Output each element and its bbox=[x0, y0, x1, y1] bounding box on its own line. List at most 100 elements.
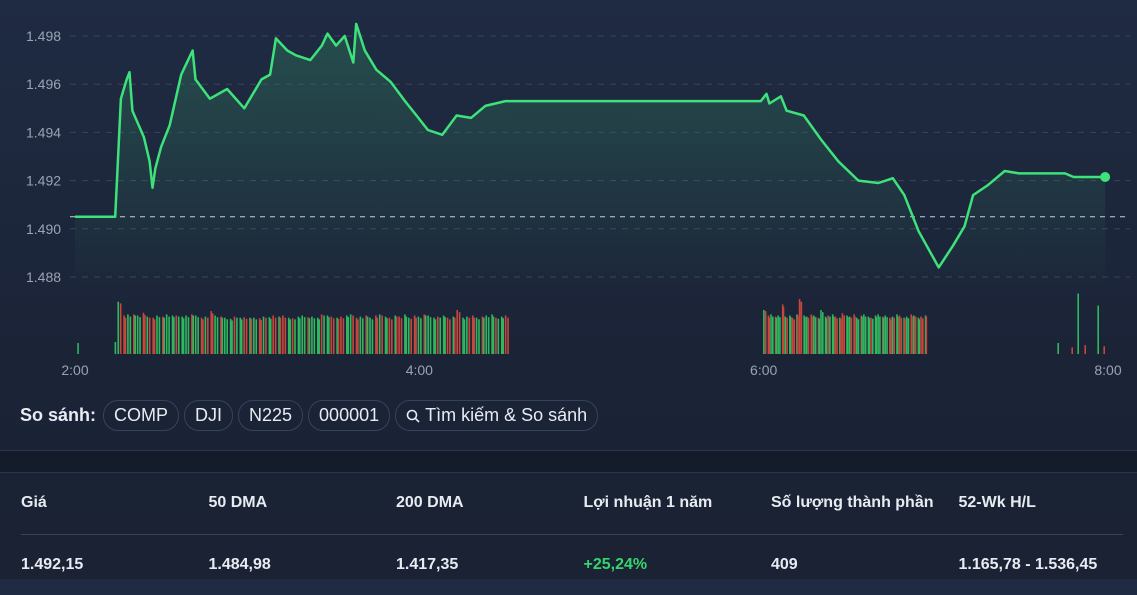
volume-bar bbox=[330, 317, 332, 354]
volume-bar bbox=[858, 319, 860, 354]
volume-bar bbox=[307, 317, 309, 354]
volume-bar bbox=[491, 314, 493, 354]
volume-bar bbox=[915, 317, 917, 354]
volume-bar bbox=[321, 314, 323, 354]
volume-bar bbox=[435, 319, 437, 354]
section-divider bbox=[0, 450, 1137, 473]
volume-bar bbox=[818, 319, 820, 354]
compare-chip-n225[interactable]: N225 bbox=[238, 400, 303, 431]
volume-bar bbox=[181, 317, 183, 354]
stat-value-constituents: 409 bbox=[771, 556, 959, 574]
volume-bar bbox=[472, 316, 474, 355]
volume-bar bbox=[493, 317, 495, 354]
volume-bar bbox=[292, 318, 294, 354]
volume-bar bbox=[1057, 343, 1059, 354]
y-tick-label: 1.496 bbox=[26, 76, 61, 92]
volume-bar bbox=[168, 317, 170, 354]
stats-table: Giá 50 DMA 200 DMA Lợi nhuận 1 năm Số lư… bbox=[21, 472, 1123, 595]
volume-bar bbox=[253, 318, 255, 354]
volume-bar bbox=[115, 342, 117, 354]
volume-bar bbox=[768, 318, 770, 354]
volume-bar bbox=[792, 318, 794, 354]
volume-bar bbox=[836, 318, 838, 354]
volume-bar bbox=[904, 319, 906, 354]
volume-bar bbox=[222, 318, 224, 354]
volume-bar bbox=[414, 316, 416, 355]
volume-bar bbox=[336, 318, 338, 354]
volume-bar bbox=[847, 317, 849, 354]
volume-bar bbox=[385, 317, 387, 354]
volume-bar bbox=[886, 317, 888, 354]
volume-bar bbox=[799, 299, 801, 354]
volume-bar bbox=[173, 317, 175, 354]
volume-bar bbox=[125, 318, 127, 354]
volume-bar bbox=[318, 319, 320, 354]
volume-bar bbox=[453, 317, 455, 354]
volume-bar bbox=[840, 319, 842, 354]
volume-bar bbox=[166, 314, 168, 354]
volume-bar bbox=[133, 314, 135, 354]
volume-bar bbox=[483, 318, 485, 354]
volume-bar bbox=[230, 319, 232, 354]
volume-bar bbox=[893, 318, 895, 354]
volume-bar bbox=[813, 316, 815, 355]
volume-bar bbox=[323, 316, 325, 355]
search-compare-label: Tìm kiếm & So sánh bbox=[425, 405, 587, 426]
volume-bar bbox=[425, 316, 427, 355]
volume-bar bbox=[808, 318, 810, 354]
volume-bar bbox=[476, 318, 478, 354]
stat-value-1y-return: +25,24% bbox=[584, 556, 772, 574]
volume-bar bbox=[239, 318, 241, 354]
stat-header-52wk: 52-Wk H/L bbox=[959, 494, 1137, 512]
price-area bbox=[75, 24, 1105, 285]
volume-bar bbox=[849, 317, 851, 354]
volume-bar bbox=[854, 317, 856, 354]
volume-bar bbox=[770, 314, 772, 354]
volume-bar bbox=[282, 316, 284, 355]
volume-bar bbox=[488, 317, 490, 354]
volume-bar bbox=[263, 317, 265, 354]
volume-bar bbox=[920, 317, 922, 354]
stat-header-200dma: 200 DMA bbox=[396, 494, 584, 512]
volume-bar bbox=[289, 319, 291, 354]
volume-bar bbox=[146, 317, 148, 354]
volume-bar bbox=[249, 318, 251, 354]
volume-bar bbox=[507, 318, 509, 354]
compare-chip-000001[interactable]: 000001 bbox=[308, 400, 390, 431]
volume-bar bbox=[876, 317, 878, 354]
volume-bar bbox=[350, 314, 352, 354]
volume-bar bbox=[163, 318, 165, 354]
volume-bar bbox=[172, 316, 174, 355]
volume-bar bbox=[430, 317, 432, 354]
compare-chip-comp[interactable]: COMP bbox=[103, 400, 179, 431]
y-tick-label: 1.488 bbox=[26, 269, 61, 285]
volume-bar bbox=[317, 318, 319, 354]
compare-chip-dji[interactable]: DJI bbox=[184, 400, 233, 431]
x-tick-label: 8:00 bbox=[1094, 362, 1121, 378]
search-compare-button[interactable]: Tìm kiếm & So sánh bbox=[395, 400, 598, 431]
volume-bar bbox=[152, 318, 154, 354]
volume-bar bbox=[890, 319, 892, 354]
volume-bar bbox=[804, 317, 806, 354]
volume-bar bbox=[327, 316, 329, 355]
x-tick-label: 6:00 bbox=[750, 362, 777, 378]
volume-bar bbox=[309, 318, 311, 354]
volume-bar bbox=[868, 318, 870, 354]
volume-bar bbox=[301, 316, 303, 355]
volume-bar bbox=[398, 317, 400, 354]
volume-bar bbox=[139, 317, 141, 354]
volume-bar bbox=[156, 316, 158, 355]
volume-bar bbox=[861, 317, 863, 354]
volume-bar bbox=[217, 317, 219, 354]
volume-bar bbox=[352, 316, 354, 355]
stat-value-52wk: 1.165,78 - 1.536,45 bbox=[959, 556, 1137, 574]
volume-bar bbox=[1084, 345, 1086, 354]
volume-bar bbox=[120, 303, 122, 354]
volume-bar bbox=[779, 317, 781, 354]
volume-bar bbox=[827, 316, 829, 355]
y-tick-label: 1.498 bbox=[26, 28, 61, 44]
stat-header-1y-return: Lợi nhuận 1 năm bbox=[584, 494, 772, 512]
volume-bar bbox=[362, 318, 364, 354]
volume-bar bbox=[246, 319, 248, 354]
volume-bar bbox=[379, 314, 381, 354]
